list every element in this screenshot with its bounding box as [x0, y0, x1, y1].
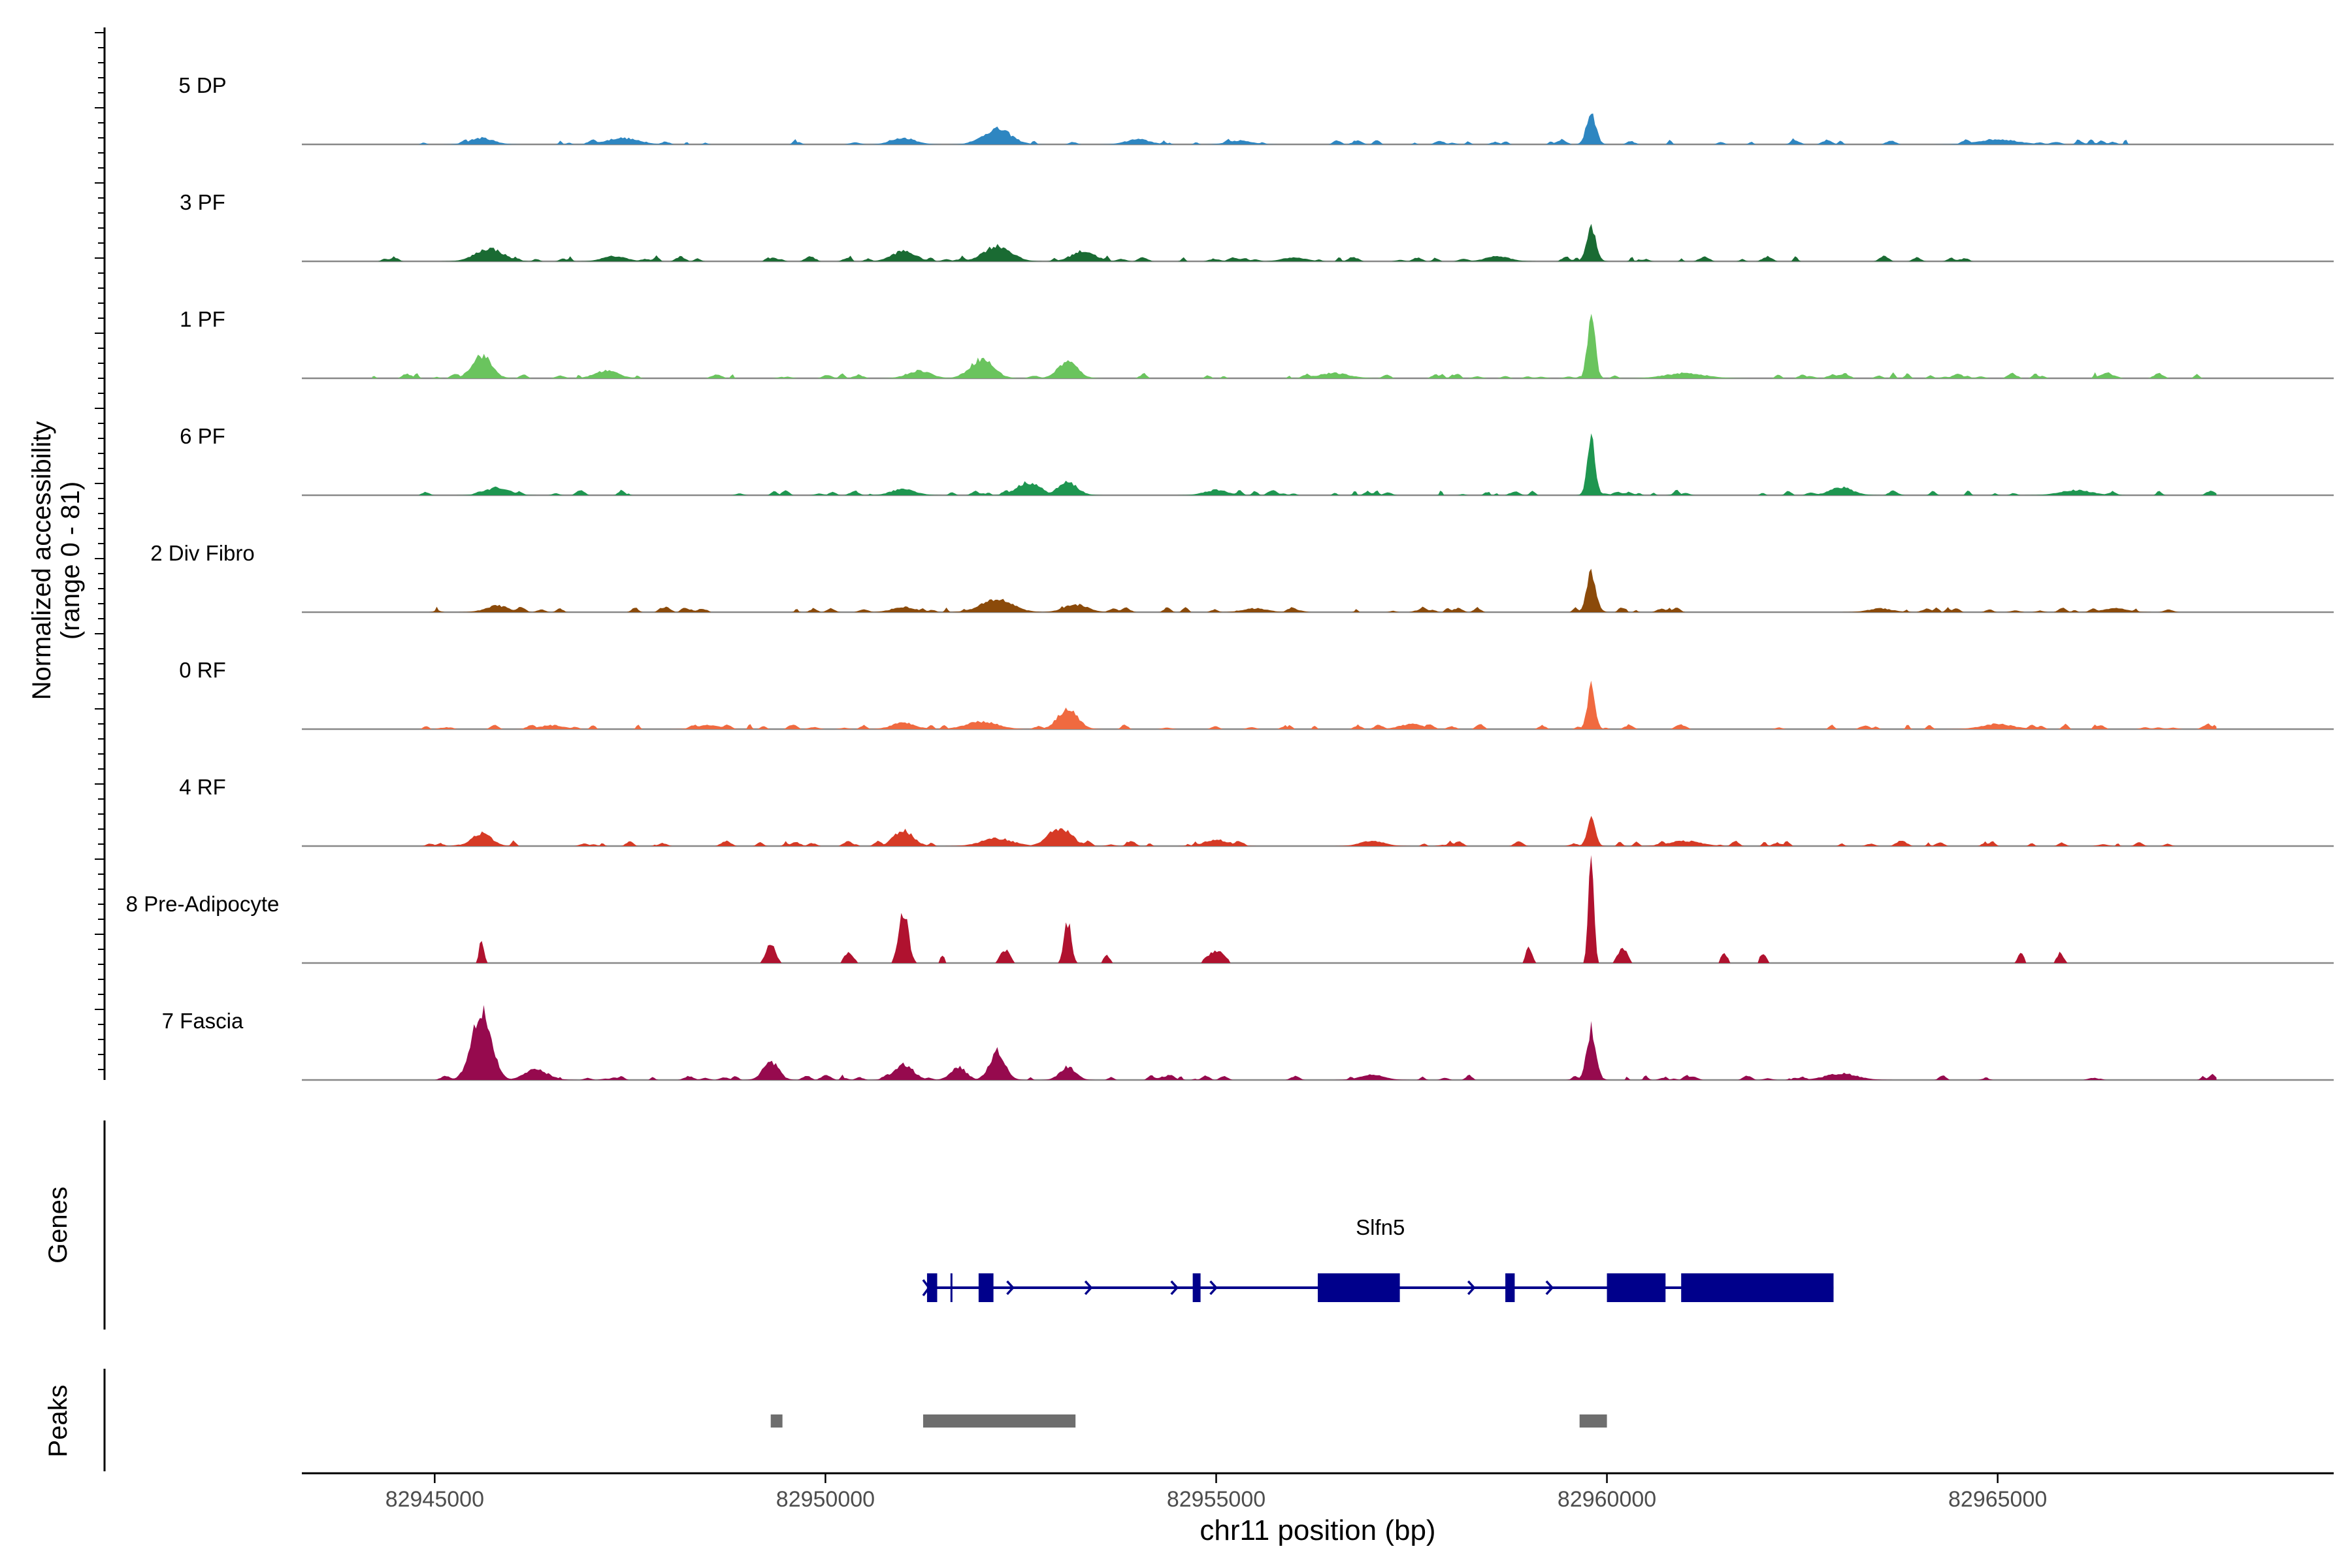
peaks-label: Peaks — [44, 1384, 73, 1457]
gene-exon — [1681, 1273, 1834, 1302]
track-label: 4 RF — [179, 775, 226, 799]
track-coverage-area — [419, 433, 2217, 495]
track-label: 2 Div Fibro — [150, 541, 255, 565]
track-label: 0 RF — [179, 658, 226, 682]
gene-annotation: Slfn5 — [922, 1215, 1834, 1302]
track-coverage-area — [411, 568, 2185, 612]
gene-exon — [1318, 1273, 1400, 1302]
gene-strand-arrow — [1545, 1280, 1554, 1296]
track-label: 3 PF — [180, 190, 225, 214]
peak-region — [923, 1414, 1076, 1428]
coverage-y-ticks — [95, 32, 105, 1070]
track-9: 7 Fascia — [162, 1005, 2334, 1081]
x-tick-label: 82945000 — [385, 1487, 484, 1512]
track-5: 2 Div Fibro — [150, 541, 2334, 613]
track-label: 6 PF — [180, 424, 225, 448]
track-4: 6 PF — [180, 424, 2334, 497]
gene-exon — [926, 1273, 938, 1302]
gene-strand-arrow — [1209, 1280, 1218, 1296]
track-coverage-area — [419, 113, 2217, 144]
gene-strand-arrow — [1467, 1280, 1476, 1296]
gene-strand-arrow — [1006, 1280, 1015, 1296]
track-coverage-area — [372, 223, 2037, 261]
gene-strand-arrow — [1084, 1280, 1093, 1296]
x-axis-ticks: 82945000 82950000 82955000 82960000 82965000 — [385, 1473, 2047, 1512]
x-tick-label: 82950000 — [776, 1487, 875, 1512]
track-2: 3 PF — [180, 190, 2334, 263]
track-6: 0 RF — [179, 658, 2334, 730]
gene-exon — [978, 1273, 994, 1302]
gene-strand-arrow — [1170, 1280, 1179, 1296]
track-label: 7 Fascia — [162, 1009, 244, 1033]
x-tick-label: 82960000 — [1558, 1487, 1656, 1512]
x-tick-label: 82965000 — [1948, 1487, 2047, 1512]
track-label: 8 Pre-Adipocyte — [126, 892, 280, 916]
gene-exon — [1607, 1273, 1666, 1302]
gene-exon — [1505, 1273, 1515, 1302]
track-7: 4 RF — [179, 775, 2334, 847]
y-axis-label-line1: Normalized accessibility — [27, 421, 56, 700]
peak-region — [1579, 1414, 1607, 1428]
x-tick-label: 82955000 — [1167, 1487, 1266, 1512]
genes-label: Genes — [44, 1186, 73, 1264]
track-coverage-area — [372, 314, 2217, 378]
gene-exon — [1192, 1273, 1201, 1302]
peak-region — [770, 1414, 783, 1428]
gene-name-label: Slfn5 — [1356, 1215, 1405, 1239]
coverage-tracks: 5 DP 3 PF 1 PF 6 PF 2 Div Fibro 0 RF 4 RF 8 Pre… — [126, 73, 2334, 1081]
track-coverage-area — [419, 855, 2217, 963]
track-coverage-area — [380, 815, 2217, 846]
peak-regions — [770, 1414, 1607, 1428]
y-axis-label-line2: (range 0 - 81) — [56, 482, 85, 640]
track-label: 1 PF — [180, 307, 225, 331]
track-8: 8 Pre-Adipocyte — [126, 855, 2334, 964]
track-3: 1 PF — [180, 307, 2334, 380]
gene-exon — [950, 1273, 953, 1302]
track-coverage-area — [419, 680, 2217, 729]
track-label: 5 DP — [178, 73, 226, 97]
track-1: 5 DP — [178, 73, 2334, 146]
gene-strand-arrow — [922, 1279, 931, 1297]
track-coverage-area — [403, 1005, 2217, 1080]
x-axis-label: chr11 position (bp) — [1200, 1514, 1435, 1546]
